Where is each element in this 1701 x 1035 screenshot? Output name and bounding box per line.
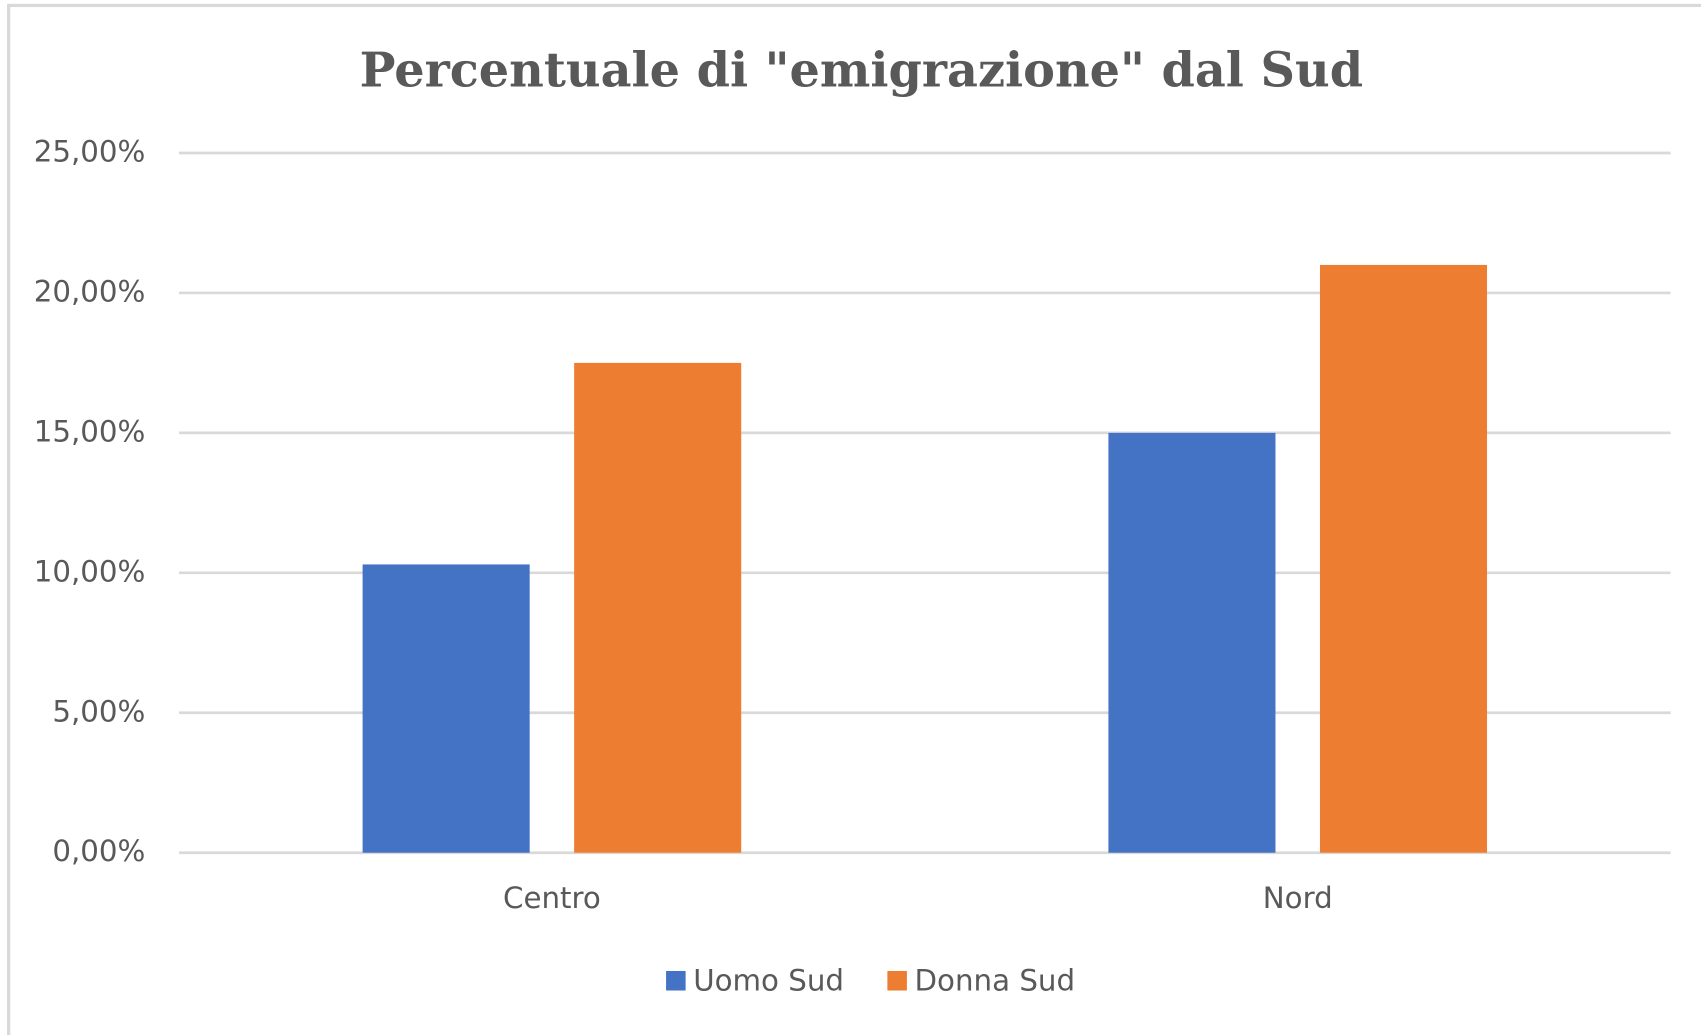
bar — [362, 564, 530, 853]
y-tick-label: 25,00% — [34, 134, 146, 168]
legend-swatch — [887, 970, 907, 991]
y-tick-label: 20,00% — [34, 274, 146, 308]
bar — [1108, 432, 1276, 853]
legend-swatch — [666, 970, 686, 991]
legend-label: Donna Sud — [915, 963, 1076, 997]
y-tick-label: 5,00% — [52, 694, 145, 728]
chart-title: Percentuale di "emigrazione" dal Sud — [360, 42, 1363, 98]
bar — [574, 362, 742, 853]
x-tick-label: Nord — [1263, 881, 1333, 915]
legend-label: Uomo Sud — [693, 963, 844, 997]
y-tick-label: 0,00% — [52, 834, 145, 868]
y-tick-label: 10,00% — [34, 554, 146, 588]
chart-border — [7, 3, 1701, 1035]
bar — [1319, 264, 1488, 853]
x-tick-label: Centro — [503, 881, 601, 915]
y-tick-label: 15,00% — [34, 414, 146, 448]
